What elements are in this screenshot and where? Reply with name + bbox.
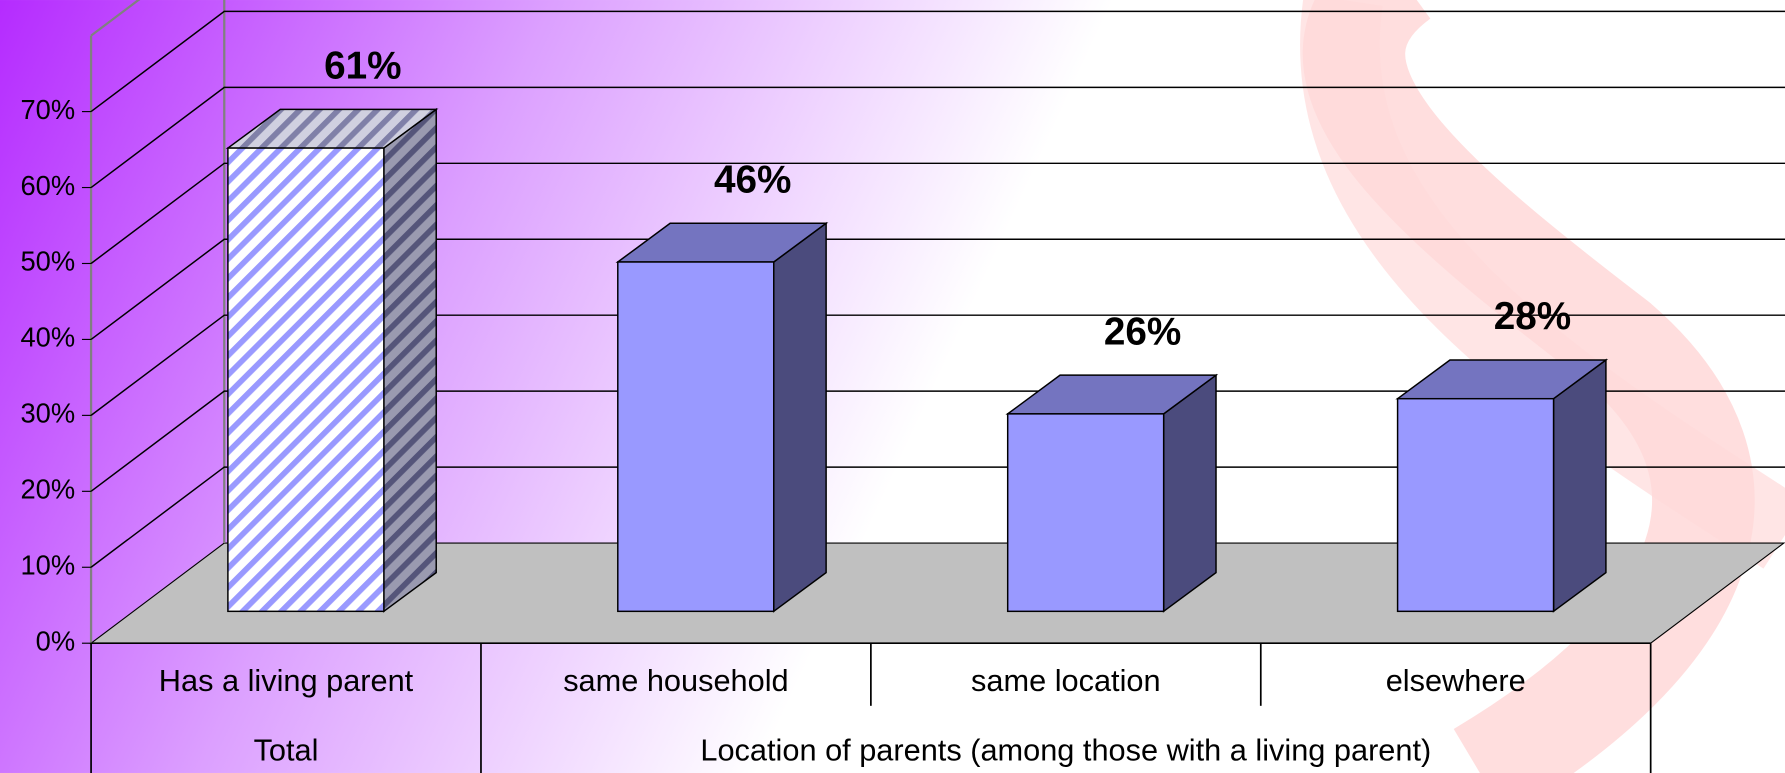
y-tick-label: 0% bbox=[36, 625, 75, 656]
bar bbox=[1006, 413, 1165, 613]
data-label: 26% bbox=[1104, 310, 1181, 353]
y-tick-label: 30% bbox=[20, 398, 75, 429]
data-label: 46% bbox=[714, 159, 791, 202]
data-label: 28% bbox=[1494, 295, 1571, 338]
y-tick-label: 20% bbox=[20, 474, 75, 505]
frame-top bbox=[90, 0, 141, 37]
grid-line bbox=[90, 390, 1785, 492]
bar bbox=[617, 261, 775, 613]
y-tick-label: 40% bbox=[20, 322, 75, 353]
grid-line bbox=[90, 10, 1785, 113]
plot-area: 0% 10% 20% 30% 40% 50% 60% 70% Has a living pare… bbox=[20, 0, 1785, 773]
x-tick-label: elsewhere bbox=[1386, 663, 1526, 698]
x-tick-label: Has a living parent bbox=[159, 663, 414, 698]
bar bbox=[1396, 397, 1555, 613]
group-label: Total bbox=[254, 733, 319, 768]
bar-side bbox=[1552, 358, 1607, 613]
grid-line bbox=[90, 314, 1785, 416]
y-tick-label: 10% bbox=[20, 549, 75, 580]
bar-side bbox=[1162, 373, 1217, 613]
y-tick-label: 60% bbox=[20, 170, 75, 201]
bar-side bbox=[773, 221, 827, 613]
y-tick-label: 50% bbox=[20, 246, 75, 277]
data-label: 61% bbox=[324, 45, 401, 88]
x-tick-label: same household bbox=[563, 663, 788, 698]
bar-side bbox=[383, 107, 437, 613]
group-label: Location of parents (among those with a … bbox=[700, 733, 1431, 768]
grid-line bbox=[90, 162, 1785, 265]
bar bbox=[227, 147, 385, 613]
x-tick-label: same location bbox=[971, 663, 1161, 698]
grid-line bbox=[90, 238, 1785, 341]
grid-line bbox=[90, 466, 1785, 568]
y-tick-label: 70% bbox=[20, 94, 75, 125]
grid-line bbox=[90, 86, 1785, 189]
